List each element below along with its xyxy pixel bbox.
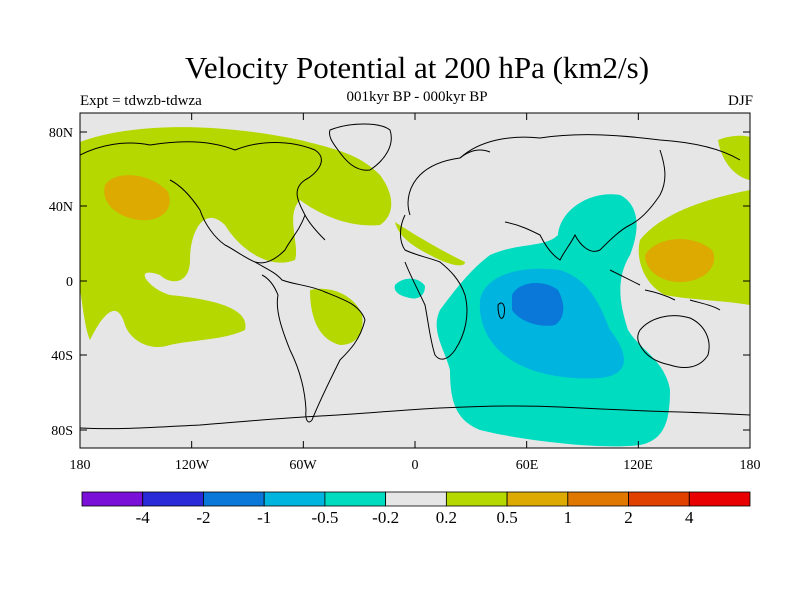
longitude-labels: 180 120W 60W 0 60E 120E 180 <box>70 458 761 473</box>
colorbar-label: -0.5 <box>311 508 338 527</box>
colorbar-label: -0.2 <box>372 508 399 527</box>
contour-min-indian-ocean <box>512 283 564 326</box>
colorbar-label: 2 <box>624 508 633 527</box>
contour-high-west-pacific <box>645 239 715 282</box>
colorbar-swatch <box>203 491 265 507</box>
lon-label: 180 <box>740 458 761 473</box>
experiment-label: Expt = tdwzb-tdwza <box>80 93 202 109</box>
map-subtitle: 001kyr BP - 000kyr BP <box>346 89 488 105</box>
latitude-labels: 80N 40N 0 40S 80S <box>49 126 73 439</box>
contour-high-north-pacific <box>104 175 170 221</box>
contour-positive-northeast <box>718 135 750 180</box>
lat-label: 40N <box>49 200 73 215</box>
season-label: DJF <box>727 93 753 109</box>
colorbar-label: 4 <box>685 508 694 527</box>
lon-label: 60E <box>516 458 539 473</box>
colorbar-label: 1 <box>564 508 573 527</box>
colorbar-label: 0.5 <box>496 508 517 527</box>
colorbar-label: -2 <box>196 508 210 527</box>
colorbar-swatch <box>567 491 629 507</box>
coastlines <box>80 123 750 430</box>
lon-label: 180 <box>70 458 91 473</box>
colorbar-swatch <box>628 491 690 507</box>
colorbar-swatch <box>324 491 387 507</box>
colorbar-swatch <box>81 491 144 507</box>
lon-label: 120E <box>623 458 653 473</box>
lon-label: 120W <box>175 458 210 473</box>
axis-ticks <box>79 113 751 448</box>
lat-label: 40S <box>51 349 73 364</box>
colorbar-label: -1 <box>257 508 271 527</box>
lon-label: 0 <box>412 458 419 473</box>
colorbar-swatch <box>688 491 751 507</box>
lat-label: 80N <box>49 126 73 141</box>
colorbar-label: 0.2 <box>436 508 457 527</box>
contour-positive-north-pacific <box>80 127 392 348</box>
lon-label: 60W <box>289 458 317 473</box>
contour-negative-south-atlantic <box>394 278 425 299</box>
colorbar-swatch <box>142 491 204 507</box>
colorbar-swatch <box>263 491 326 507</box>
colorbar-label: -4 <box>136 508 151 527</box>
colorbar: -4 -2 -1 -0.5 -0.2 0.2 0.5 1 2 4 <box>81 491 751 527</box>
lat-label: 0 <box>66 275 73 290</box>
map-title: Velocity Potential at 200 hPa (km2/s) <box>184 50 650 85</box>
contour-positive-atlantic <box>395 222 465 266</box>
colorbar-swatch <box>445 491 508 507</box>
colorbar-swatch <box>385 491 447 507</box>
colorbar-swatch <box>506 491 569 507</box>
lat-label: 80S <box>51 424 73 439</box>
